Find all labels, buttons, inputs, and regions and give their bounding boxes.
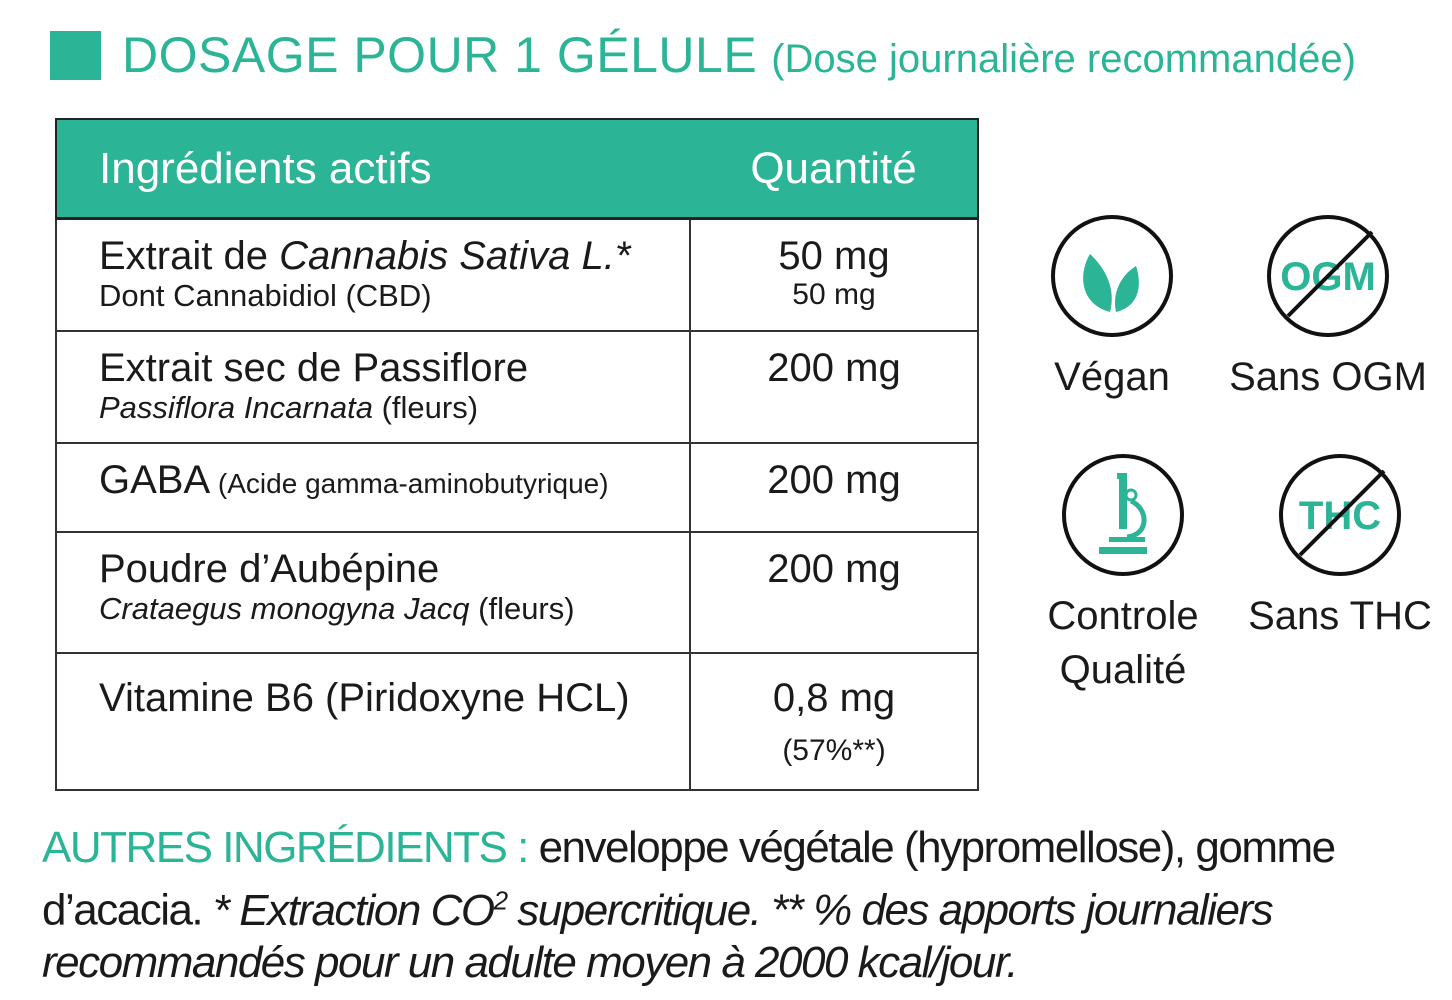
quantity: 200 mg [767, 345, 901, 390]
ingredient-sub: (Acide gamma-aminobutyrique) [210, 467, 609, 499]
badge-label: Végan [1054, 355, 1170, 399]
badge-vegan: Végan [1012, 214, 1212, 404]
other-ingredients: AUTRES INGRÉDIENTS : enveloppe végétale … [42, 822, 1422, 989]
ingredient-latin: Crataegus monogyna Jacq [99, 590, 470, 626]
title-sub: (Dose journalière recommandée) [771, 36, 1356, 81]
table-row: Extrait de Cannabis Sativa L.* Dont Cann… [55, 217, 979, 332]
leaf-icon [1051, 215, 1173, 337]
ingredient-latin: Cannabis Sativa L.* [279, 234, 631, 278]
footnote-1: * Extraction CO2 supercritique. [212, 885, 772, 935]
page-title: DOSAGE POUR 1 GÉLULE (Dose journalière r… [50, 26, 1356, 84]
quantity-sub: (57%**) [782, 733, 886, 767]
microscope-icon [1062, 454, 1184, 576]
table-row: Vitamine B6 (Piridoxyne HCL) 0,8 mg (57%*… [55, 651, 979, 791]
quantity: 0,8 mg [772, 675, 896, 720]
quantity: 200 mg [767, 546, 901, 591]
no-thc-icon: THC [1279, 454, 1401, 576]
quantity: 50 mg [778, 234, 890, 278]
ingredient-sub: Dont Cannabidiol (CBD) [99, 278, 432, 313]
no-ogm-icon: OGM [1267, 215, 1389, 337]
quantity-sub: 50 mg [792, 278, 876, 311]
header-ingredients: Ingrédients actifs [55, 118, 690, 220]
ingredient-latin: Passiflora Incarnata [99, 389, 373, 425]
ingredient-name: GABA [99, 457, 211, 502]
title-square-marker [50, 30, 101, 80]
table-header: Ingrédients actifs Quantité [55, 118, 979, 220]
ingredient-name: Poudre d’Aubépine [99, 546, 440, 591]
badge-quality-control: Controle Qualité [1023, 453, 1223, 697]
table-row: Poudre d’Aubépine Crataegus monogyna Jac… [55, 530, 979, 654]
ingredients-table: Ingrédients actifs Quantité Extrait de C… [55, 118, 979, 791]
table-row: Extrait sec de Passiflore Passiflora Inc… [55, 329, 979, 444]
other-ingredients-heading: AUTRES INGRÉDIENTS : [42, 823, 529, 872]
ingredient-part: (fleurs) [469, 590, 575, 626]
ingredient-part: (fleurs) [372, 389, 479, 425]
footnote-2: ** % des apports journaliers recommandés… [42, 885, 1274, 987]
ingredient-name: Vitamine B6 (Piridoxyne HCL) [99, 675, 630, 720]
title-main: DOSAGE POUR 1 GÉLULE [122, 27, 758, 83]
badge-no-ogm: OGM Sans OGM [1228, 214, 1428, 404]
ingredient-name: Extrait sec de Passiflore [99, 345, 529, 390]
header-quantity: Quantité [690, 118, 979, 220]
badge-label: Sans OGM [1229, 355, 1427, 399]
quantity: 200 mg [767, 457, 901, 502]
badge-label: Controle Qualité [1047, 594, 1199, 692]
badge-no-thc: THC Sans THC [1240, 453, 1440, 643]
badge-label: Sans THC [1248, 594, 1432, 638]
table-row: GABA (Acide gamma-aminobutyrique) 200 mg [55, 441, 979, 533]
ingredient-name: Extrait de [99, 234, 280, 278]
other-ingredients-text: enveloppe végétale (hypromellose), gomme… [42, 823, 1336, 935]
